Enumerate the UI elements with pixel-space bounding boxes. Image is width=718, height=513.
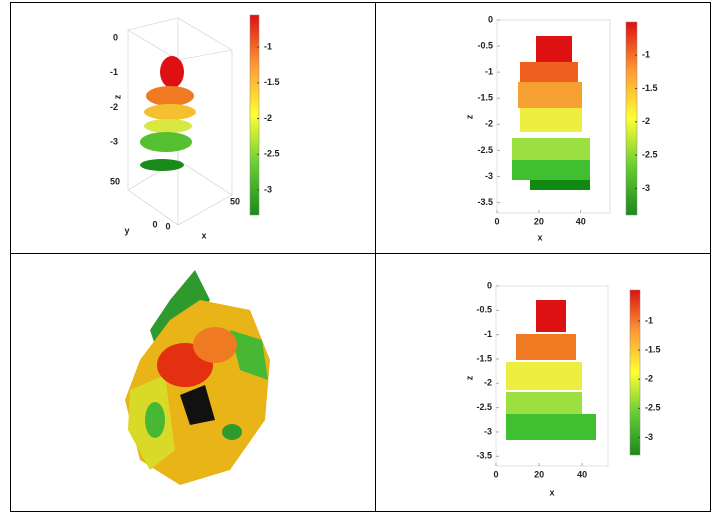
y-tick-label: -1.5	[476, 353, 492, 363]
y-axis-label: z	[464, 114, 474, 119]
y-tick-label: -2	[485, 119, 493, 129]
plot-frame	[495, 285, 609, 467]
y-tick-label: -2.5	[477, 145, 493, 155]
y-tick-label: -3	[484, 426, 492, 436]
colorbar-tick-label: -2.5	[645, 403, 661, 413]
z-tick-label: -1	[110, 67, 118, 77]
x-tick-label: 50	[230, 196, 240, 206]
colorbar-tick-label: -1.5	[645, 344, 661, 354]
point-cloud-xz	[512, 36, 590, 190]
point-cloud-xz-2	[506, 300, 596, 440]
y-tick-label: 0	[487, 280, 492, 290]
colorbar-tick-label: -1	[264, 42, 272, 52]
y-axis-label: y	[124, 225, 129, 235]
z-axis-label: z	[112, 94, 122, 99]
y-tick-label: -2.5	[476, 402, 492, 412]
colorbar-tick-label: -2	[645, 374, 653, 384]
table-grid	[10, 2, 711, 512]
point-cloud-3d	[140, 56, 196, 171]
x-tick-label: 40	[577, 469, 587, 479]
x-axis-label: x	[537, 232, 542, 242]
colorbar-tick-label: -2	[264, 113, 272, 123]
y-axis-label: z	[464, 375, 474, 380]
y-tick-label: 0	[152, 219, 157, 229]
y-tick-label: 0	[488, 14, 493, 24]
z-tick-label: -2	[110, 102, 118, 112]
y-tick-label: -3.5	[477, 197, 493, 207]
x-tick-label: 0	[165, 221, 170, 231]
colorbar	[625, 21, 638, 216]
x-tick-label: 0	[494, 216, 499, 226]
colorbar-tick-label: -3	[645, 432, 653, 442]
colorbar-tick-label: -2	[642, 116, 650, 126]
plot-frame	[496, 19, 611, 214]
x-axis-label: x	[201, 230, 206, 240]
point-cloud-image	[125, 270, 270, 485]
x-tick-label: 20	[534, 469, 544, 479]
x-axis-label: x	[549, 487, 554, 497]
y-tick-label: -3	[485, 171, 493, 181]
y-tick-label: 50	[110, 176, 120, 186]
y-tick-label: -2	[484, 378, 492, 388]
colorbar-tick-label: -3	[642, 183, 650, 193]
y-tick-label: -1	[485, 67, 493, 77]
colorbar-tick-label: -1.5	[264, 77, 280, 87]
colorbar	[629, 289, 641, 456]
y-tick-label: -1.5	[477, 93, 493, 103]
colorbar-tick-label: -2.5	[264, 149, 280, 159]
x-tick-label: 40	[576, 216, 586, 226]
colorbar-tick-label: -1.5	[642, 83, 658, 93]
colorbar-tick-label: -1	[645, 315, 653, 325]
z-tick-label: -3	[110, 136, 118, 146]
colorbar	[249, 14, 260, 216]
colorbar-tick-label: -3	[264, 184, 272, 194]
x-tick-label: 20	[534, 216, 544, 226]
y-tick-label: -1	[484, 329, 492, 339]
colorbar-tick-label: -1	[642, 50, 650, 60]
y-tick-label: -3.5	[476, 451, 492, 461]
x-tick-label: 0	[493, 469, 498, 479]
colorbar-tick-label: -2.5	[642, 149, 658, 159]
z-tick-label: 0	[113, 32, 118, 42]
y-tick-label: -0.5	[477, 40, 493, 50]
y-tick-label: -0.5	[476, 305, 492, 315]
